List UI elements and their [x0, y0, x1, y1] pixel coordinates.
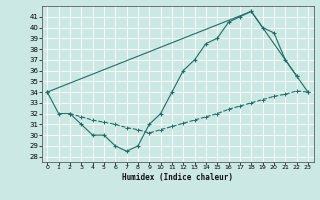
X-axis label: Humidex (Indice chaleur): Humidex (Indice chaleur) — [122, 173, 233, 182]
